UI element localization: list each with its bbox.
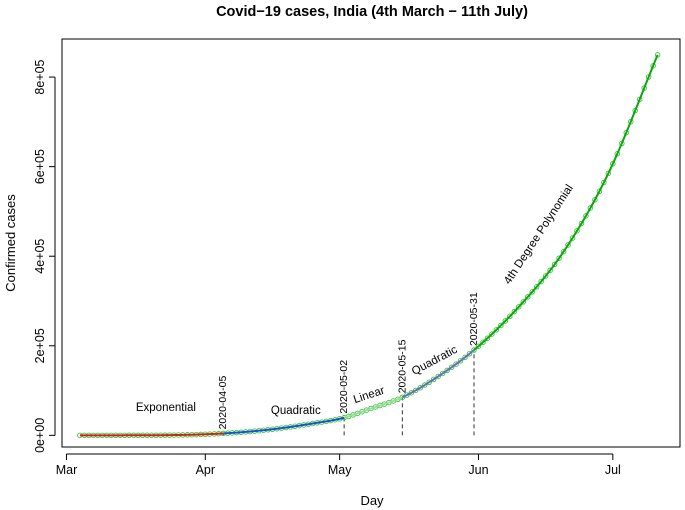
x-tick-label: Apr	[196, 463, 215, 477]
data-point	[475, 343, 482, 349]
data-point	[444, 367, 450, 374]
data-point	[538, 278, 544, 285]
y-axis-label: Confirmed cases	[3, 194, 18, 292]
data-point	[560, 248, 567, 255]
y-tick-label: 6e+05	[33, 149, 47, 184]
plot-frame	[61, 38, 681, 448]
y-tick-label: 0e+00	[33, 418, 47, 453]
breakpoint-date-label: 2020-04-05	[217, 376, 229, 430]
x-tick-label: Jul	[605, 463, 621, 477]
data-point	[596, 188, 603, 195]
data-point	[498, 322, 504, 329]
data-point	[426, 379, 432, 385]
segment-label: Exponential	[136, 402, 196, 414]
data-point	[462, 354, 468, 361]
chart-title: Covid−19 cases, India (4th March − 11th …	[216, 4, 528, 20]
x-axis-label: Day	[360, 493, 384, 508]
data-point	[520, 299, 527, 305]
fit-line-quadratic	[401, 349, 475, 399]
breakpoint-date-label: 2020-05-31	[468, 292, 480, 346]
y-tick-label: 2e+05	[33, 328, 47, 363]
data-point	[417, 384, 424, 391]
data-point	[457, 358, 464, 364]
segment-label: Linear	[352, 385, 386, 406]
data-point	[448, 364, 455, 371]
data-point	[430, 376, 437, 383]
data-point	[413, 387, 419, 394]
x-tick-label: May	[328, 463, 352, 477]
data-point	[583, 213, 589, 219]
data-point	[502, 318, 509, 324]
fit-line-linear	[343, 396, 403, 419]
data-point	[439, 370, 446, 377]
data-point	[511, 308, 518, 315]
segment-label: 4th Degree Polynomial	[502, 183, 576, 287]
breakpoint-date-label: 2020-05-15	[396, 339, 408, 393]
breakpoint-lines: 2020-04-05 2020-05-02 2020-05-15 2020-05-31	[217, 292, 480, 436]
data-point	[484, 335, 491, 341]
data-point	[471, 347, 477, 353]
data-point	[453, 361, 459, 367]
data-point	[542, 273, 549, 279]
data-point	[516, 304, 522, 310]
data-point	[569, 235, 576, 241]
data-point	[507, 313, 513, 320]
x-tick-label: Jun	[468, 463, 488, 477]
data-point	[587, 205, 594, 211]
data-point	[529, 289, 535, 295]
fit-segments	[79, 54, 659, 437]
data-point	[578, 220, 585, 227]
data-points	[77, 52, 661, 439]
fit-line-exponential	[79, 432, 224, 437]
x-tick-label: Mar	[56, 463, 78, 477]
segment-label: Quadratic	[271, 405, 321, 417]
y-tick-label: 4e+05	[33, 239, 47, 274]
data-point	[404, 392, 410, 398]
data-point	[547, 267, 553, 274]
x-axis: Mar Apr May Jun Jul	[56, 453, 621, 477]
data-point	[466, 351, 473, 357]
fit-line-quadratic	[223, 416, 345, 435]
data-point	[574, 228, 580, 234]
y-axis: 0e+00 2e+05 4e+05 6e+05 8e+05	[33, 59, 56, 453]
y-tick-label: 8e+05	[33, 59, 47, 94]
data-point	[533, 284, 540, 290]
data-point	[601, 179, 607, 186]
data-point	[421, 382, 428, 388]
data-point	[408, 390, 415, 396]
breakpoint-date-label: 2020-05-02	[338, 360, 350, 414]
data-point	[489, 331, 495, 337]
data-point	[524, 294, 531, 300]
fit-line-4th-degree-polynomial	[473, 54, 659, 351]
data-point	[592, 197, 598, 203]
data-point	[565, 242, 571, 248]
data-point	[556, 255, 562, 261]
data-point	[435, 373, 441, 380]
segment-labels: Exponential Quadratic Linear Quadratic 4th D…	[136, 183, 576, 417]
data-point	[551, 261, 558, 268]
segment-label: Quadratic	[410, 344, 460, 378]
data-point	[493, 327, 500, 333]
data-point	[480, 339, 486, 346]
